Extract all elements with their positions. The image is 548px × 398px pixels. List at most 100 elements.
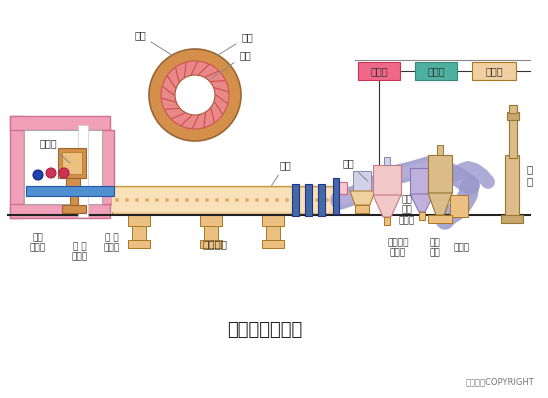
Text: 炉壳: 炉壳	[218, 32, 253, 56]
Text: 沉淀池: 沉淀池	[485, 66, 503, 76]
Bar	[353, 171, 371, 191]
Text: 浓缩池: 浓缩池	[427, 66, 445, 76]
Circle shape	[33, 170, 43, 180]
Bar	[128, 214, 150, 226]
Circle shape	[205, 198, 209, 202]
Bar	[132, 226, 146, 240]
Bar	[70, 190, 78, 205]
Bar	[204, 226, 218, 240]
Bar	[509, 118, 517, 158]
Text: 泥饼: 泥饼	[342, 158, 368, 181]
Bar	[10, 116, 24, 218]
Text: 东方仿真COPYRIGHT: 东方仿真COPYRIGHT	[466, 377, 534, 386]
Circle shape	[175, 198, 179, 202]
Bar	[358, 62, 400, 80]
Text: 一次
旋流
分离机: 一次 旋流 分离机	[399, 195, 415, 225]
Circle shape	[185, 198, 189, 202]
Text: 炉膛: 炉膛	[212, 50, 251, 78]
Bar	[128, 240, 150, 248]
Circle shape	[325, 198, 329, 202]
Circle shape	[235, 198, 239, 202]
Bar	[100, 130, 114, 204]
Bar	[292, 184, 299, 216]
Text: 炒板: 炒板	[271, 160, 291, 186]
Bar	[58, 148, 86, 178]
Bar	[78, 125, 88, 217]
Text: 二 次
鼓风机: 二 次 鼓风机	[72, 242, 88, 262]
Circle shape	[135, 198, 139, 202]
Bar	[200, 214, 222, 226]
Circle shape	[245, 198, 249, 202]
Bar	[112, 186, 335, 214]
Circle shape	[149, 49, 241, 141]
Bar	[501, 215, 523, 223]
Bar	[450, 195, 468, 217]
Bar	[10, 116, 110, 130]
Circle shape	[315, 198, 319, 202]
Text: 二次旋流
分离机: 二次旋流 分离机	[387, 238, 409, 258]
Circle shape	[175, 75, 215, 115]
Polygon shape	[350, 191, 375, 205]
Bar	[410, 168, 434, 194]
Circle shape	[161, 61, 229, 129]
Circle shape	[255, 198, 259, 202]
Text: 压缩机: 压缩机	[370, 66, 388, 76]
Bar	[333, 178, 339, 214]
Bar	[509, 105, 517, 113]
Bar	[507, 112, 519, 120]
Circle shape	[225, 198, 229, 202]
Circle shape	[59, 168, 69, 178]
Bar	[262, 214, 284, 226]
Circle shape	[145, 198, 149, 202]
Bar	[428, 215, 452, 223]
Circle shape	[215, 198, 219, 202]
Circle shape	[305, 198, 309, 202]
Polygon shape	[428, 193, 452, 215]
Circle shape	[155, 198, 159, 202]
Bar	[10, 118, 24, 218]
Bar	[200, 240, 222, 248]
Bar	[112, 188, 335, 212]
Bar	[24, 130, 102, 204]
Bar	[266, 226, 280, 240]
Bar	[437, 145, 443, 155]
Circle shape	[165, 198, 169, 202]
Bar	[305, 184, 312, 216]
Bar	[428, 155, 452, 193]
Circle shape	[275, 198, 279, 202]
Text: 焚烧
灰仓: 焚烧 灰仓	[430, 238, 441, 258]
Circle shape	[285, 198, 289, 202]
Text: 二 次
鼓风机: 二 次 鼓风机	[104, 233, 120, 253]
Bar	[10, 204, 110, 218]
Bar	[318, 184, 325, 216]
Bar	[337, 182, 347, 194]
Bar	[415, 62, 457, 80]
Text: 灰渣
输送机: 灰渣 输送机	[30, 233, 46, 253]
Text: 烟
囱: 烟 囱	[527, 164, 533, 186]
Bar	[373, 165, 401, 195]
Bar	[62, 152, 82, 174]
Bar	[262, 240, 284, 248]
Circle shape	[195, 198, 199, 202]
Text: 炒板: 炒板	[134, 30, 173, 56]
Text: 逆流回转焚烧炉: 逆流回转焚烧炉	[227, 321, 302, 339]
Polygon shape	[410, 194, 434, 212]
Bar	[62, 205, 86, 213]
Text: 引风机: 引风机	[454, 244, 470, 252]
Circle shape	[265, 198, 269, 202]
Polygon shape	[373, 195, 401, 217]
Bar	[505, 155, 519, 217]
Bar	[26, 186, 114, 196]
Text: 传动装置: 传动装置	[203, 239, 227, 249]
Bar	[66, 178, 80, 190]
Circle shape	[115, 198, 119, 202]
Bar	[355, 205, 369, 213]
Circle shape	[46, 168, 56, 178]
Text: 燃烧器: 燃烧器	[39, 138, 70, 163]
Bar	[419, 212, 425, 220]
Bar	[384, 157, 390, 165]
Circle shape	[295, 198, 299, 202]
Bar	[472, 62, 516, 80]
Bar	[384, 217, 390, 225]
Circle shape	[125, 198, 129, 202]
